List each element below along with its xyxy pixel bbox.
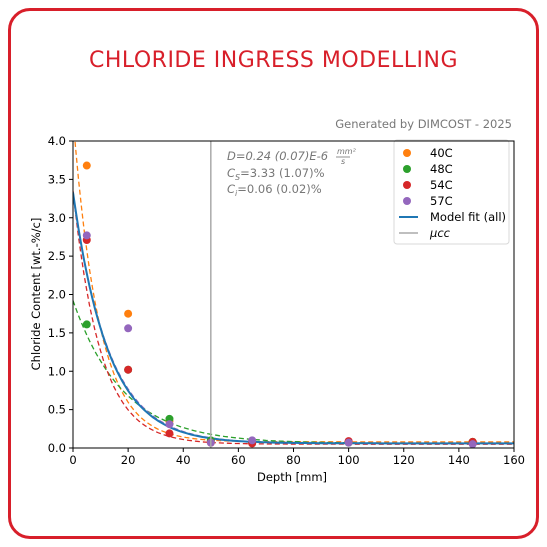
annotation-cs-symbol: C [227,166,235,180]
svg-text:CS=3.33 (1.07)%: CS=3.33 (1.07)% [227,166,325,182]
data-point-40c [124,309,133,318]
data-point-57c [124,324,133,333]
y-tick-label: 2.5 [48,249,66,263]
y-tick-label: 3.0 [48,211,66,225]
svg-text:D=0.24 (0.07)E-6: D=0.24 (0.07)E-6 [227,149,328,163]
fit-curve-54c [73,190,514,445]
legend-label-40c: 40C [430,146,453,160]
page-title: CHLORIDE INGRESS MODELLING [88,48,459,73]
annotation-ci-symbol: C [227,182,235,196]
x-tick-label: 0 [69,453,76,467]
annotation-ci-sub: i [235,189,238,198]
annotation-d: D=0.24 (0.07)E-6 [227,149,328,163]
legend-label-mu-cc: μcc [429,226,451,240]
fit-annotations: D=0.24 (0.07)E-6 mm² s CS=3.33 (1.07)% C… [227,147,357,198]
annotation-ci-value: =0.06 (0.02)% [237,182,321,196]
legend-label-57c: 57C [430,194,453,208]
legend: 40C 48C 54C 57C Model fit (all) μcc [393,139,510,245]
card-frame [8,8,539,539]
annotation-d-unit-den: s [341,157,345,166]
legend-box [393,139,510,245]
annotation-cs-sub: S [235,173,240,182]
y-axis-label: Chloride Content [wt.-%/c] [29,218,43,371]
legend-label-48c: 48C [430,162,453,176]
model-fit-curve [73,192,514,445]
y-axis-ticks: 0.0 0.5 1.0 1.5 2.0 2.5 3.0 3.5 4.0 [48,134,73,455]
x-tick-label: 80 [286,453,301,467]
x-tick-label: 120 [393,453,415,467]
fit-curves [73,141,514,445]
x-tick-label: 60 [231,453,246,467]
x-tick-label: 20 [121,453,136,467]
annotation-cs-value: =3.33 (1.07)% [240,166,324,180]
data-point-57c [165,420,174,429]
data-point-57c [468,440,477,449]
x-axis-ticks: 0 20 40 60 80 100 120 140 160 [69,448,525,467]
chart-subtitle: Generated by DIMCOST - 2025 [335,117,512,131]
legend-label-54c: 54C [430,178,453,192]
legend-marker-54c [403,181,411,189]
y-tick-label: 1.0 [48,364,66,378]
y-tick-label: 2.0 [48,288,66,302]
y-tick-label: 4.0 [48,134,66,148]
y-tick-label: 3.5 [48,172,66,186]
legend-marker-40c [403,149,411,157]
data-point-57c [344,438,353,447]
fit-curve-40c [74,141,514,443]
data-point-54c [124,365,133,374]
annotation-d-unit-num: mm² [337,147,357,156]
x-axis-label: Depth [mm] [257,470,327,484]
data-point-57c [248,436,257,445]
x-tick-label: 100 [338,453,360,467]
legend-marker-48c [403,165,411,173]
x-tick-label: 40 [176,453,191,467]
y-tick-label: 0.5 [48,403,66,417]
data-point-54c [165,429,174,438]
data-point-57c [82,231,91,240]
data-point-40c [82,161,91,170]
svg-text:Ci=0.06 (0.02)%: Ci=0.06 (0.02)% [227,182,322,198]
y-tick-label: 1.5 [48,326,66,340]
legend-label-model-fit: Model fit (all) [430,210,506,224]
data-point-48c [82,320,91,329]
legend-marker-57c [403,197,411,205]
y-tick-label: 0.0 [48,441,66,455]
x-tick-label: 140 [448,453,470,467]
x-tick-label: 160 [503,453,525,467]
